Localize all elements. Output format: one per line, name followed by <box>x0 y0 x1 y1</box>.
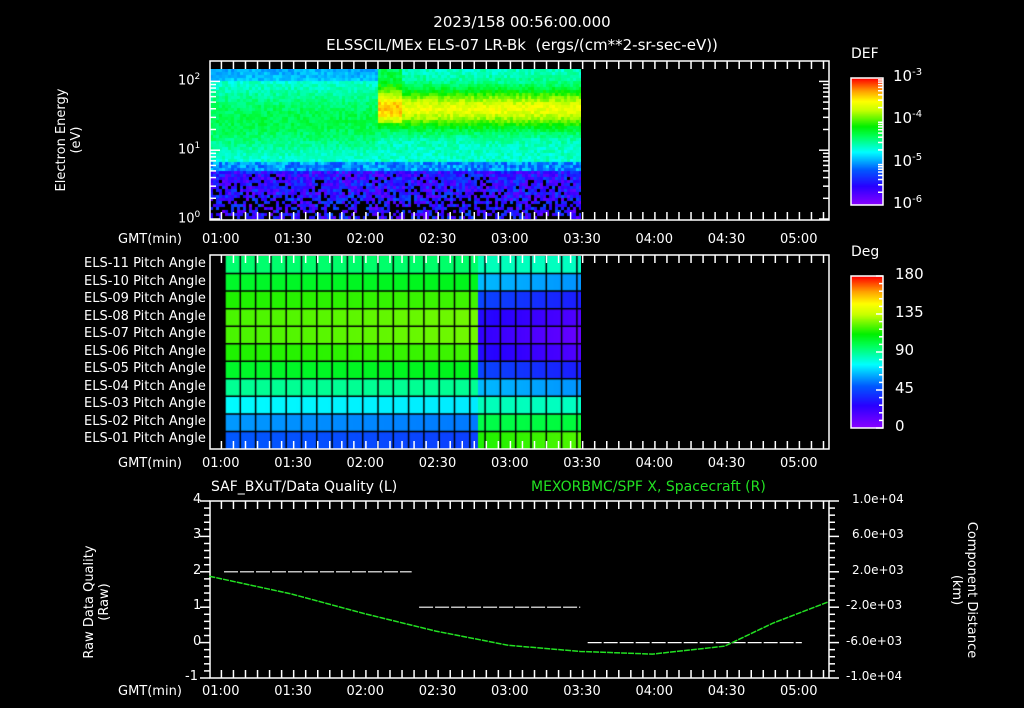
def-colorbar-title: DEF <box>851 46 879 62</box>
energy-tick-label: 102 <box>178 72 201 89</box>
energy-tick-label: 100 <box>178 210 201 227</box>
deg-colorbar-tick: 45 <box>895 379 915 397</box>
dq-tick-label: 0 <box>193 633 202 649</box>
electron-spectrogram <box>210 69 581 219</box>
time-tick-label: 02:00 <box>346 232 384 247</box>
time-tick-label: 01:00 <box>202 232 240 247</box>
def-colorbar-tick: 10-3 <box>893 67 923 85</box>
time-tick-label: 01:30 <box>274 456 312 471</box>
deg-colorbar-tick: 0 <box>895 417 905 435</box>
def-colorbar-tick: 10-4 <box>893 109 923 128</box>
time-tick-label: 04:00 <box>635 232 673 247</box>
time-tick-label: 04:30 <box>707 232 746 247</box>
energy-tick-label: 101 <box>178 141 201 158</box>
dq-tick-label: 1 <box>193 598 202 614</box>
spf-title-right: MEXORBMC/SPF X, Spacecraft (R) <box>531 479 766 495</box>
pitch-row-label: ELS-10 Pitch Angle <box>84 273 206 289</box>
time-tick-label: 03:30 <box>563 684 601 699</box>
time-tick-label: 03:30 <box>563 456 601 471</box>
gmt-axis-label: GMT(min) <box>118 684 182 699</box>
time-tick-label: 03:00 <box>491 684 529 699</box>
deg-colorbar-tick: 180 <box>895 265 924 283</box>
dq-title-left: SAF_BXuT/Data Quality (L) <box>211 479 398 495</box>
time-tick-label: 01:30 <box>274 232 312 247</box>
spf-tick-label: 6.0e+03 <box>852 527 904 542</box>
dq-tick-label: -1 <box>185 669 198 684</box>
time-tick-label: 04:30 <box>707 456 746 471</box>
time-tick-label: 03:30 <box>563 232 601 247</box>
pitch-row-label: ELS-03 Pitch Angle <box>84 396 206 412</box>
pitch-row-label: ELS-05 Pitch Angle <box>84 361 206 377</box>
time-tick-label: 03:00 <box>491 456 529 471</box>
pitch-row-label: ELS-06 Pitch Angle <box>84 343 206 359</box>
pitch-row-label: ELS-11 Pitch Angle <box>84 256 206 271</box>
gmt-axis-label: GMT(min) <box>118 456 182 471</box>
time-tick-label: 04:00 <box>635 684 673 699</box>
spectrogram-ylabel: Electron Energy (eV) <box>54 88 84 192</box>
time-tick-label: 02:00 <box>346 684 384 699</box>
spf-ylabel: Component Distance (km) <box>949 521 979 659</box>
deg-colorbar-tick: 90 <box>895 341 915 359</box>
pitch-row-label: ELS-07 Pitch Angle <box>84 326 206 342</box>
dq-tick-label: 3 <box>193 527 202 543</box>
spf-tick-label: 2.0e+03 <box>852 562 904 577</box>
time-tick-label: 02:30 <box>418 456 457 471</box>
plot-timestamp: 2023/158 00:56:00.000 <box>433 13 611 31</box>
spf-tick-label: -6.0e+03 <box>846 633 903 648</box>
def-colorbar-tick: 10-5 <box>893 151 923 170</box>
plot-title: ELSSCIL/MEx ELS-07 LR-Bk (ergs/(cm**2-sr… <box>326 36 718 54</box>
time-tick-label: 04:00 <box>635 456 673 471</box>
dq-ylabel: Raw Data Quality (Raw) <box>82 545 112 659</box>
deg-colorbar-tick: 135 <box>895 303 924 321</box>
spf-x-line <box>209 575 829 655</box>
deg-colorbar-title: Deg <box>851 244 880 260</box>
spf-tick-label: 1.0e+04 <box>852 492 904 506</box>
time-tick-label: 04:30 <box>707 684 746 699</box>
pitch-row-label: ELS-04 Pitch Angle <box>84 378 206 394</box>
pitch-row-label: ELS-01 Pitch Angle <box>84 431 206 447</box>
spf-tick-label: -2.0e+03 <box>846 598 903 613</box>
gmt-axis-label: GMT(min) <box>118 232 182 247</box>
time-tick-label: 05:00 <box>780 232 818 247</box>
time-tick-label: 03:00 <box>491 232 529 247</box>
def-colorbar <box>851 78 883 205</box>
time-tick-label: 01:00 <box>202 684 240 699</box>
time-tick-label: 01:30 <box>274 684 312 699</box>
time-tick-label: 05:00 <box>780 456 818 471</box>
time-tick-label: 01:00 <box>202 456 240 471</box>
dq-tick-label: 2 <box>193 562 202 578</box>
def-colorbar-tick: 10-6 <box>893 194 923 212</box>
time-tick-label: 02:00 <box>346 456 384 471</box>
spf-tick-label: -1.0e+04 <box>846 669 903 683</box>
dq-tick-label: 4 <box>193 492 202 507</box>
time-tick-label: 02:30 <box>418 232 457 247</box>
pitch-row-label: ELS-02 Pitch Angle <box>84 413 206 429</box>
pitch-row-label: ELS-08 Pitch Angle <box>84 308 206 324</box>
pitch-row-label: ELS-09 Pitch Angle <box>84 291 206 307</box>
time-tick-label: 05:00 <box>780 684 818 699</box>
pitch-angle-grid <box>225 256 581 449</box>
time-tick-label: 02:30 <box>418 684 457 699</box>
